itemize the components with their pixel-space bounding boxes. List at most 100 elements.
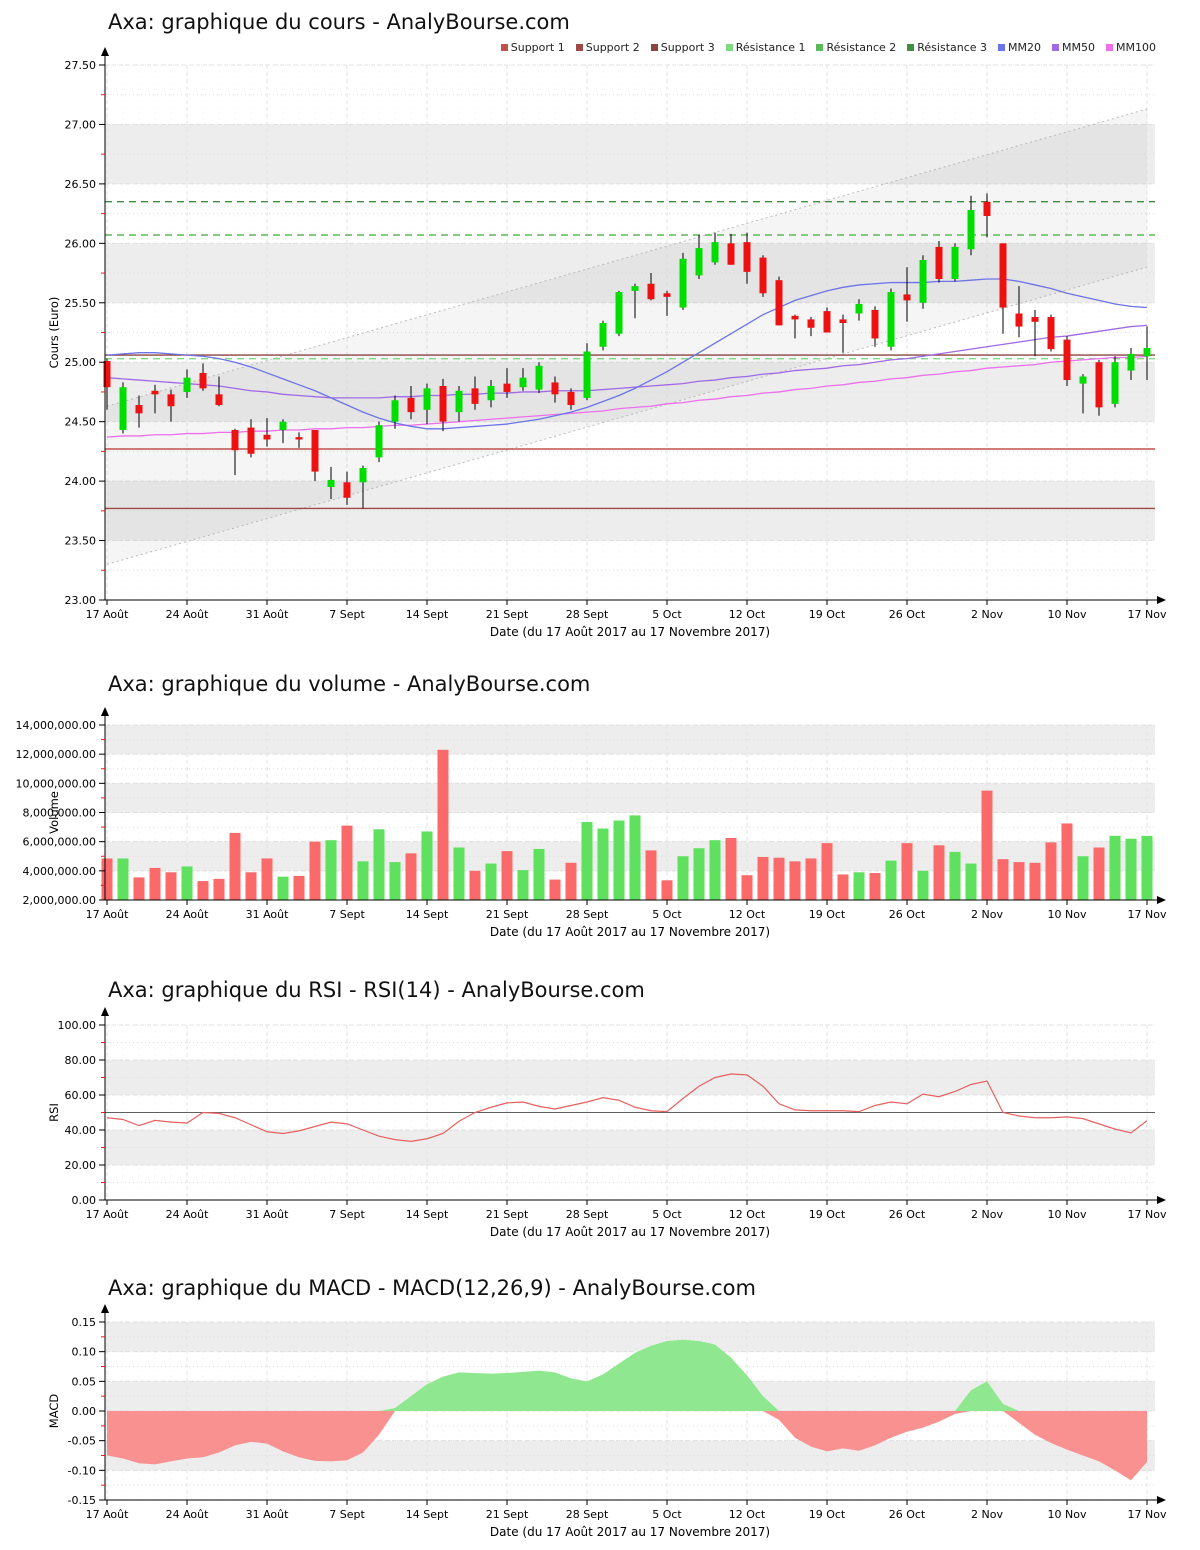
legend-swatch-icon [907,44,915,51]
legend-item: MM100 [1106,41,1156,54]
x-tick-label: 17 Nov [1128,1208,1167,1221]
y-axis-title: Cours (Euro) [47,297,61,369]
y-axis-title: Volume [47,791,61,834]
price-chart-section: Axa: graphique du cours - AnalyBourse.co… [0,0,1200,660]
volume-chart-canvas: 2,000,000.00 4,000,000.00 6,000,000.00 8,00… [16,707,1167,939]
volume-bar-up [181,866,193,900]
volume-bar-down [1013,862,1025,900]
volume-bar-down [229,832,241,900]
x-tick-label: 10 Nov [1048,1208,1087,1221]
candle-up [375,425,383,458]
candle-up [119,387,127,430]
volume-bar-up [1077,856,1089,900]
candle-down [199,372,207,389]
candle-down [343,482,351,498]
x-tick-label: 19 Oct [809,608,846,621]
volume-bar-down [245,872,257,900]
x-tick-label: 28 Sept [566,908,609,921]
volume-bar-down [101,858,113,900]
candle-up [711,242,719,263]
x-tick-label: 17 Nov [1128,608,1167,621]
x-axis-arrow [1157,596,1166,604]
legend-label: Résistance 2 [826,41,897,54]
volume-bar-up [517,870,529,900]
candle-down [503,383,511,392]
x-tick-label: 19 Oct [809,908,846,921]
x-tick-label: 26 Oct [889,908,926,921]
volume-bar-down [469,870,481,900]
candle-down [311,429,319,472]
legend-swatch-icon [1106,44,1114,51]
volume-bar-up [485,863,497,900]
legend-label: Support 2 [585,41,640,54]
candle-down [263,434,271,440]
axes: -0.15 -0.10 -0.05 0.00 0.05 0.10 0.15 17 Août 24… [47,1304,1167,1539]
candle-up [327,479,335,488]
x-tick-label: 19 Oct [809,1208,846,1221]
y-tick-label: 27.00 [65,118,97,131]
y-tick-label: 100.00 [58,1019,97,1032]
y-tick-label: 60.00 [65,1089,97,1102]
legend-label: MM20 [1008,41,1042,54]
chart-frame [105,1024,1155,1201]
legend-item: Résistance 3 [907,41,987,54]
x-tick-label: 14 Sept [406,1508,449,1521]
legend-swatch-icon [998,44,1006,51]
x-axis-title: Date (du 17 Août 2017 au 17 Novembre 201… [490,1225,770,1239]
legend-item: Support 1 [500,41,565,54]
volume-bar-up [117,858,129,900]
x-tick-label: 26 Oct [889,1508,926,1521]
volume-bar-down [773,857,785,900]
y-tick-label: 4,000,000.00 [23,865,96,878]
mm100-line [106,355,1148,438]
candle-down [1095,362,1103,408]
candle-down [231,429,239,451]
volume-bar-down [149,867,161,900]
x-tick-label: 7 Sept [329,1208,365,1221]
x-tick-label: 28 Sept [566,1508,609,1521]
volume-bar-up [629,815,641,900]
y-tick-label: 2,000,000.00 [23,894,96,907]
volume-bar-up [277,876,289,900]
candle-down [775,280,783,326]
x-tick-label: 10 Nov [1048,908,1087,921]
candle-up [887,292,895,347]
volume-bar-down [1061,823,1073,900]
rsi-line [106,1073,1148,1142]
x-tick-label: 24 Août [166,608,210,621]
volume-bar-down [293,875,305,900]
trend-channel-upper-line [106,108,1148,407]
x-tick-label: 17 Août [86,1508,130,1521]
x-tick-label: 12 Oct [729,1508,766,1521]
candle-down [247,427,255,454]
volume-bar-up [853,872,865,900]
axes: 23.00 23.50 24.00 24.50 25.00 25.50 26.00 26.50… [47,47,1167,639]
candle-down [295,437,303,440]
legend-item: Résistance 1 [725,41,806,54]
price-chart-canvas: 23.00 23.50 24.00 24.50 25.00 25.50 26.00 26.50… [47,47,1167,639]
x-tick-label: 10 Nov [1048,608,1087,621]
candle-up [279,421,287,430]
x-tick-label: 28 Sept [566,608,609,621]
legend-label: Résistance 1 [735,41,806,54]
volume-bar-series [101,749,1153,900]
y-tick-label: 23.00 [65,594,97,607]
x-tick-label: 7 Sept [329,908,365,921]
volume-bar-up [357,861,369,900]
volume-bar-up [421,831,433,900]
volume-chart-section: Axa: graphique du volume - AnalyBourse.c… [0,660,1200,960]
y-tick-label: 24.00 [65,475,97,488]
x-tick-label: 21 Sept [486,1208,529,1221]
y-tick-label: -0.10 [68,1464,96,1477]
x-axis-arrow [1157,896,1166,904]
candle-up [519,377,527,388]
x-tick-label: 26 Oct [889,608,926,621]
x-axis-title: Date (du 17 Août 2017 au 17 Novembre 201… [490,925,770,939]
volume-bar-up [325,840,337,900]
volume-bar-down [725,838,737,900]
volume-bar-down [197,881,209,900]
y-axis-arrow [101,707,109,716]
y-tick-label: 25.50 [65,297,97,310]
candle-down [1015,313,1023,327]
y-tick-label: 14,000,000.00 [16,719,96,732]
